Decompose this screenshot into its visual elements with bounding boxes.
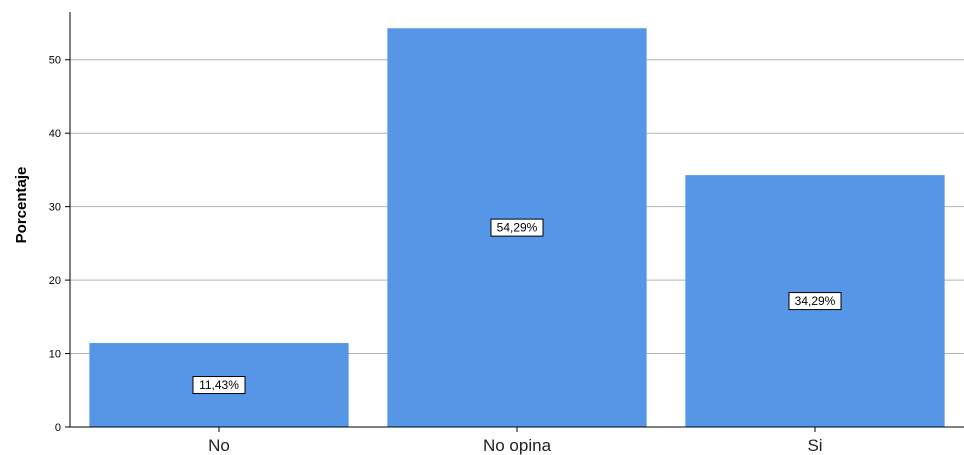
data-label-box xyxy=(192,376,246,395)
y-tick-label: 40 xyxy=(49,128,61,140)
data-label: 34,29% xyxy=(795,294,836,308)
x-tick-label: No xyxy=(208,436,230,455)
y-tick-label: 20 xyxy=(49,275,61,287)
data-label-box xyxy=(490,218,544,237)
axes xyxy=(65,12,964,432)
x-tick-label: Si xyxy=(807,436,822,455)
y-axis-label: Porcentaje xyxy=(13,167,30,244)
y-tick-label: 0 xyxy=(55,422,61,434)
y-tick-label: 30 xyxy=(49,202,61,214)
labels: 0 10 20 30 40 50 11,43% No 54,29% No opina 34,29% S… xyxy=(49,55,842,455)
data-label: 54,29% xyxy=(497,221,538,235)
y-tick-label: 50 xyxy=(49,55,61,67)
x-tick-label: No opina xyxy=(483,436,552,455)
data-label: 11,43% xyxy=(199,378,239,392)
y-tick-label: 10 xyxy=(49,349,61,361)
data-label-box xyxy=(788,292,842,311)
